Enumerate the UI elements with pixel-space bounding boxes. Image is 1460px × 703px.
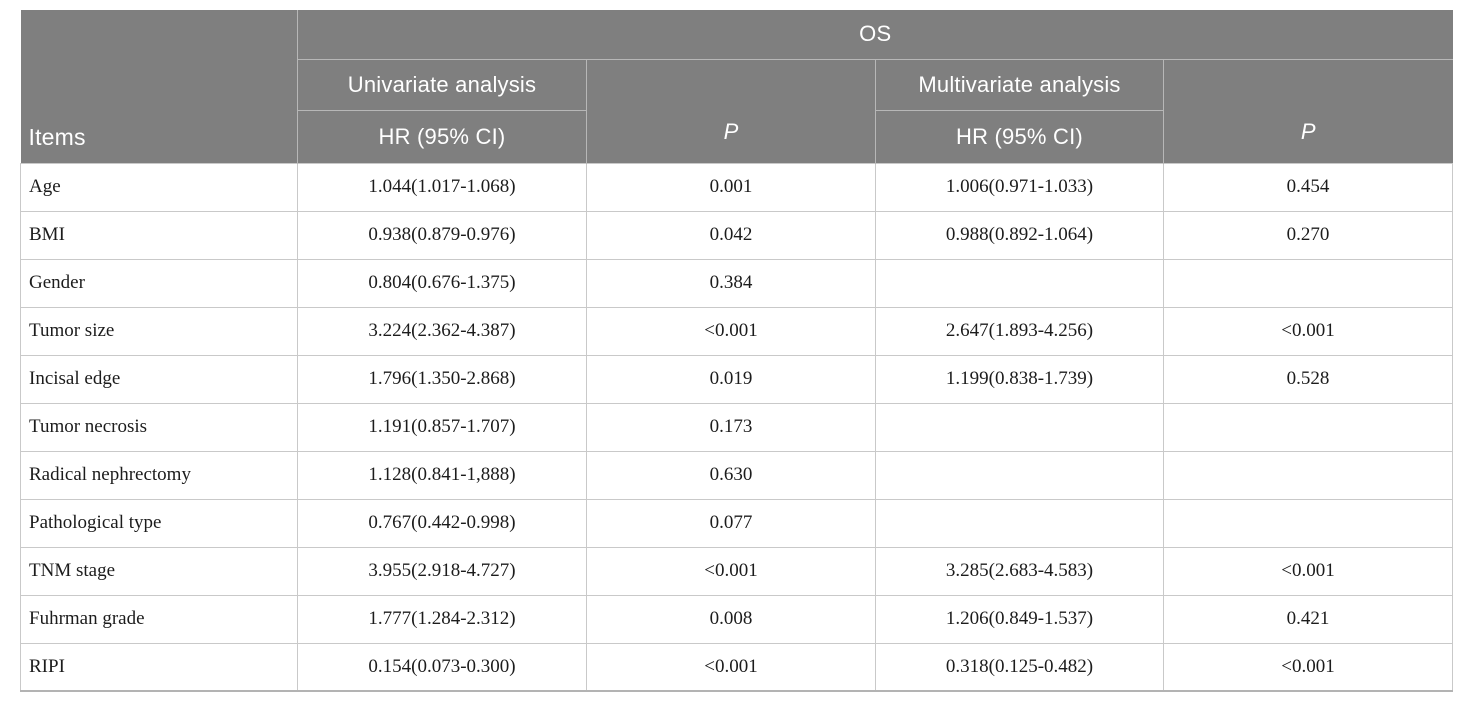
item-cell: BMI [20,210,298,260]
item-cell: Tumor necrosis [20,402,298,452]
table-row: Tumor necrosis 1.191(0.857-1.707) 0.173 [20,402,1453,452]
item-cell: Age [20,162,298,212]
multi-hr-cell: 0.318(0.125-0.482) [875,642,1164,692]
multi-p-cell: 0.454 [1163,162,1453,212]
header-univariate-analysis: Univariate analysis [297,59,587,111]
uni-p-cell: 0.384 [586,258,876,308]
multi-p-cell: <0.001 [1163,546,1453,596]
multi-hr-cell: 1.006(0.971-1.033) [875,162,1164,212]
uni-p-cell: 0.001 [586,162,876,212]
uni-hr-cell: 0.804(0.676-1.375) [297,258,587,308]
header-os: OS [297,10,1453,60]
table-row: Incisal edge 1.796(1.350-2.868) 0.019 1.… [20,354,1453,404]
multi-hr-cell: 1.199(0.838-1.739) [875,354,1164,404]
table-row: BMI 0.938(0.879-0.976) 0.042 0.988(0.892… [20,210,1453,260]
multi-p-cell: 0.270 [1163,210,1453,260]
multi-p-cell [1163,450,1453,500]
item-cell: Gender [20,258,298,308]
table-row: Age 1.044(1.017-1.068) 0.001 1.006(0.971… [20,162,1453,212]
header-row-groups: Univariate analysis P Multivariate analy… [21,59,1453,163]
multi-hr-cell: 3.285(2.683-4.583) [875,546,1164,596]
multi-hr-cell: 2.647(1.893-4.256) [875,306,1164,356]
header-row-hr: HR (95% CI) HR (95% CI) [21,110,1453,163]
uni-p-cell: 0.173 [586,402,876,452]
uni-hr-cell: 1.796(1.350-2.868) [297,354,587,404]
multi-p-cell: <0.001 [1163,642,1453,692]
uni-p-cell: <0.001 [586,642,876,692]
table-row: Radical nephrectomy 1.128(0.841-1,888) 0… [20,450,1453,500]
uni-hr-cell: 1.044(1.017-1.068) [297,162,587,212]
header-row-os: Items OS [20,10,1453,163]
os-analysis-table: Items OS Univariate analysis P Multivari… [20,10,1453,692]
multi-p-cell [1163,402,1453,452]
item-cell: Fuhrman grade [20,594,298,644]
uni-hr-cell: 3.224(2.362-4.387) [297,306,587,356]
header-multivariate-analysis: Multivariate analysis [875,59,1164,111]
uni-p-cell: 0.630 [586,450,876,500]
uni-hr-cell: 1.191(0.857-1.707) [297,402,587,452]
multi-p-cell [1163,258,1453,308]
table-row: Pathological type 0.767(0.442-0.998) 0.0… [20,498,1453,548]
uni-hr-cell: 0.938(0.879-0.976) [297,210,587,260]
uni-hr-cell: 0.154(0.073-0.300) [297,642,587,692]
multi-p-cell: 0.421 [1163,594,1453,644]
uni-hr-cell: 0.767(0.442-0.998) [297,498,587,548]
multi-hr-cell [875,402,1164,452]
item-cell: RIPI [20,642,298,692]
table-row: Fuhrman grade 1.777(1.284-2.312) 0.008 1… [20,594,1453,644]
table-row: RIPI 0.154(0.073-0.300) <0.001 0.318(0.1… [20,642,1453,692]
multi-p-cell [1163,498,1453,548]
multi-hr-cell [875,258,1164,308]
table-row: Gender 0.804(0.676-1.375) 0.384 [20,258,1453,308]
multi-hr-cell: 1.206(0.849-1.537) [875,594,1164,644]
multi-hr-cell [875,450,1164,500]
uni-hr-cell: 1.128(0.841-1,888) [297,450,587,500]
uni-p-cell: 0.042 [586,210,876,260]
uni-p-cell: <0.001 [586,546,876,596]
multi-p-cell: <0.001 [1163,306,1453,356]
multi-hr-cell: 0.988(0.892-1.064) [875,210,1164,260]
item-cell: Pathological type [20,498,298,548]
item-cell: Incisal edge [20,354,298,404]
table-body: Age 1.044(1.017-1.068) 0.001 1.006(0.971… [20,162,1453,692]
header-items: Items [20,10,298,163]
uni-p-cell: 0.008 [586,594,876,644]
table-header: Items OS Univariate analysis P Multivari… [20,10,1453,163]
uni-hr-cell: 1.777(1.284-2.312) [297,594,587,644]
item-cell: TNM stage [20,546,298,596]
item-cell: Radical nephrectomy [20,450,298,500]
table-row: TNM stage 3.955(2.918-4.727) <0.001 3.28… [20,546,1453,596]
header-p-univariate: P [586,59,876,163]
item-cell: Tumor size [20,306,298,356]
multi-p-cell: 0.528 [1163,354,1453,404]
table-row: Tumor size 3.224(2.362-4.387) <0.001 2.6… [20,306,1453,356]
uni-p-cell: <0.001 [586,306,876,356]
header-hr-univariate: HR (95% CI) [297,110,587,163]
uni-p-cell: 0.019 [586,354,876,404]
multi-hr-cell [875,498,1164,548]
header-p-multivariate: P [1163,59,1453,163]
uni-p-cell: 0.077 [586,498,876,548]
header-hr-multivariate: HR (95% CI) [875,110,1164,163]
uni-hr-cell: 3.955(2.918-4.727) [297,546,587,596]
